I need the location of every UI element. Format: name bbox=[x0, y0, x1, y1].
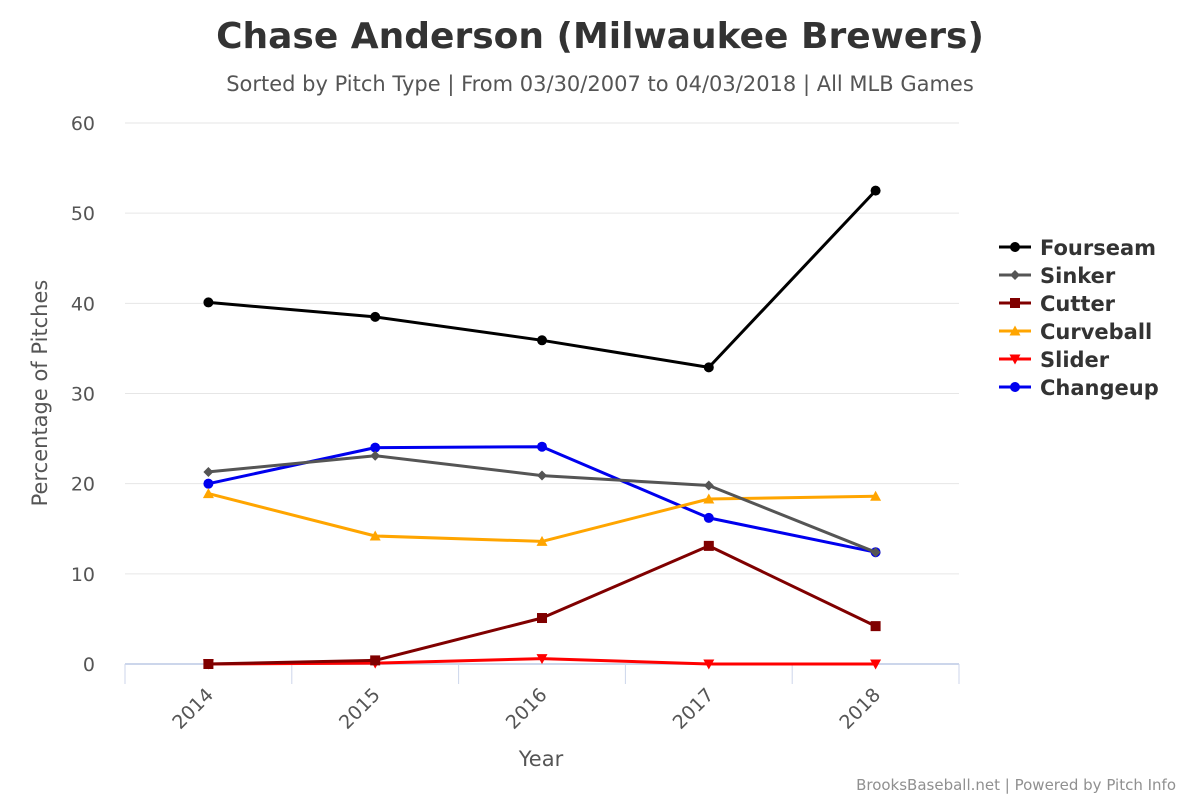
data-point-sinker bbox=[870, 547, 881, 558]
x-tick-label: 2015 bbox=[335, 684, 385, 734]
legend-label-slider: Slider bbox=[1040, 348, 1110, 372]
legend-marker-curveball bbox=[1009, 325, 1021, 336]
legend-marker-changeup bbox=[1010, 382, 1020, 392]
legend: Fourseam Sinker Cutter Curveball Slider Chang… bbox=[999, 236, 1159, 400]
series-line-cutter bbox=[206, 544, 878, 666]
y-axis-title: Percentage of Pitches bbox=[28, 280, 52, 507]
series-line-curveball bbox=[206, 492, 878, 543]
y-tick-label: 40 bbox=[71, 293, 95, 315]
data-point-fourseam bbox=[537, 335, 547, 346]
legend-item-slider[interactable]: Slider bbox=[999, 348, 1110, 372]
data-point-fourseam bbox=[370, 311, 381, 322]
series-cutter bbox=[203, 540, 881, 669]
data-point-sinker bbox=[703, 480, 714, 491]
data-point-fourseam bbox=[703, 362, 714, 373]
legend-label-fourseam: Fourseam bbox=[1040, 236, 1156, 260]
data-point-curveball bbox=[369, 530, 381, 541]
data-point-curveball bbox=[202, 488, 214, 499]
x-axis: 2014 2015 2016 2017 2018 bbox=[124, 663, 960, 734]
data-point-changeup bbox=[370, 442, 381, 453]
legend-label-sinker: Sinker bbox=[1040, 264, 1116, 288]
data-point-fourseam bbox=[203, 297, 214, 308]
legend-item-cutter[interactable]: Cutter bbox=[999, 292, 1116, 316]
x-tick-label: 2016 bbox=[502, 684, 552, 734]
legend-marker-cutter bbox=[1010, 298, 1020, 308]
data-point-changeup bbox=[703, 512, 714, 523]
y-tick-label: 10 bbox=[71, 564, 95, 586]
data-point-cutter bbox=[870, 621, 881, 632]
y-axis-ticks: 0 10 20 30 40 50 60 bbox=[71, 113, 95, 676]
data-point-cutter bbox=[703, 540, 714, 551]
data-point-changeup bbox=[203, 478, 214, 489]
data-point-sinker bbox=[537, 470, 547, 481]
y-tick-label: 0 bbox=[83, 654, 95, 676]
legend-item-fourseam[interactable]: Fourseam bbox=[999, 236, 1156, 260]
legend-label-curveball: Curveball bbox=[1040, 320, 1152, 344]
gridlines bbox=[125, 122, 959, 575]
data-point-curveball bbox=[703, 493, 715, 504]
y-tick-label: 30 bbox=[71, 384, 95, 406]
x-axis-title: Year bbox=[518, 747, 564, 771]
legend-item-changeup[interactable]: Changeup bbox=[999, 376, 1159, 400]
x-tick-label: 2017 bbox=[669, 684, 719, 734]
legend-marker-fourseam bbox=[1010, 242, 1020, 252]
legend-item-sinker[interactable]: Sinker bbox=[999, 264, 1116, 288]
legend-label-changeup: Changeup bbox=[1040, 376, 1159, 400]
data-point-changeup bbox=[537, 441, 547, 452]
legend-marker-slider bbox=[1009, 354, 1021, 365]
data-point-cutter bbox=[537, 613, 547, 624]
credits: BrooksBaseball.net | Powered by Pitch In… bbox=[856, 776, 1176, 794]
data-point-cutter bbox=[370, 655, 381, 666]
data-point-slider bbox=[870, 659, 882, 670]
data-point-curveball bbox=[536, 535, 548, 546]
data-point-slider bbox=[703, 659, 715, 670]
data-point-sinker bbox=[203, 466, 214, 477]
data-point-sinker bbox=[370, 450, 381, 461]
y-tick-label: 20 bbox=[71, 474, 95, 496]
y-tick-label: 50 bbox=[71, 203, 95, 225]
legend-label-cutter: Cutter bbox=[1040, 292, 1116, 316]
series-group bbox=[202, 185, 882, 670]
data-point-cutter bbox=[203, 659, 214, 669]
legend-marker-sinker bbox=[1010, 270, 1020, 280]
legend-item-curveball[interactable]: Curveball bbox=[999, 320, 1152, 344]
x-tick-label: 2018 bbox=[835, 684, 885, 734]
data-point-curveball bbox=[870, 490, 882, 501]
series-curveball bbox=[202, 488, 882, 546]
data-point-slider bbox=[536, 654, 548, 665]
chart-subtitle: Sorted by Pitch Type | From 03/30/2007 t… bbox=[226, 72, 974, 97]
data-point-fourseam bbox=[870, 185, 881, 196]
y-tick-label: 60 bbox=[71, 113, 95, 135]
series-sinker bbox=[203, 450, 881, 558]
x-tick-label: 2014 bbox=[168, 684, 218, 734]
series-fourseam bbox=[203, 185, 881, 373]
chart-title: Chase Anderson (Milwaukee Brewers) bbox=[216, 16, 984, 57]
